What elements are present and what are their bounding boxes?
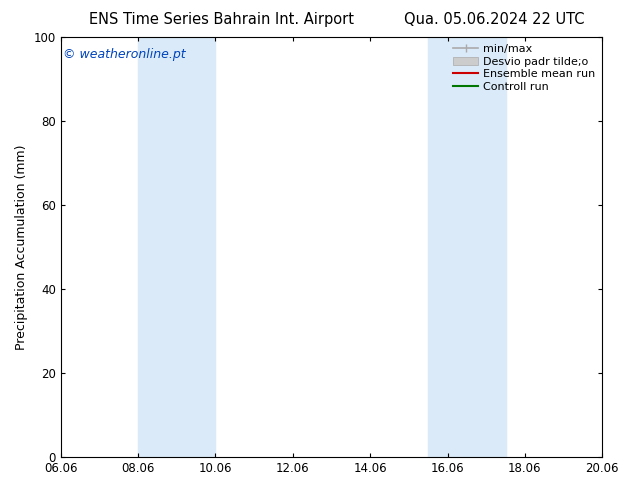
Bar	[138, 37, 216, 457]
Text: Qua. 05.06.2024 22 UTC: Qua. 05.06.2024 22 UTC	[404, 12, 585, 27]
Bar	[428, 37, 505, 457]
Text: © weatheronline.pt: © weatheronline.pt	[63, 48, 186, 61]
Y-axis label: Precipitation Accumulation (mm): Precipitation Accumulation (mm)	[15, 145, 28, 350]
Legend: min/max, Desvio padr tilde;o, Ensemble mean run, Controll run: min/max, Desvio padr tilde;o, Ensemble m…	[449, 39, 600, 97]
Text: ENS Time Series Bahrain Int. Airport: ENS Time Series Bahrain Int. Airport	[89, 12, 354, 27]
